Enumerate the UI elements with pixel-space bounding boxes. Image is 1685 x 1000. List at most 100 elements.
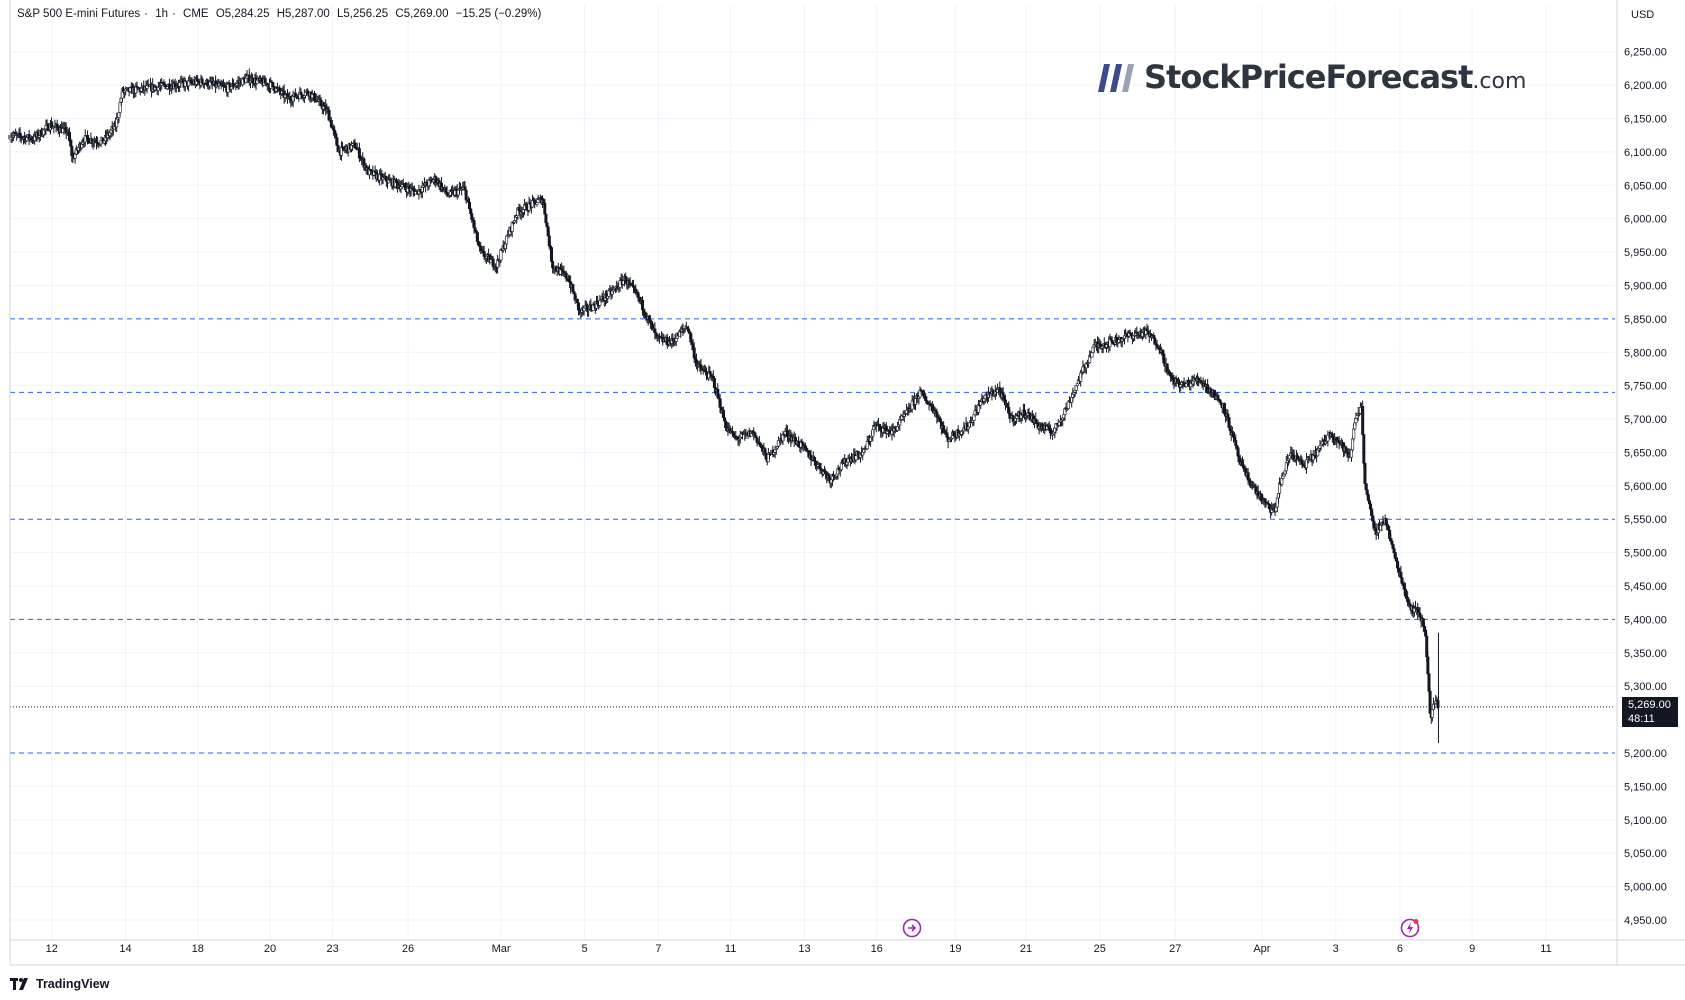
price-candle	[641, 299, 645, 311]
y-tick-label: 5,200.00	[1624, 748, 1667, 760]
y-tick-label: 5,400.00	[1624, 614, 1667, 626]
interval-label[interactable]: 1h	[155, 8, 168, 20]
y-tick-label: 5,350.00	[1624, 648, 1667, 660]
y-tick-label: 5,850.00	[1624, 314, 1667, 326]
x-tick-label: 13	[798, 943, 810, 955]
x-tick-label: 16	[871, 943, 883, 955]
price-candle	[1223, 403, 1227, 414]
price-candle	[1361, 406, 1365, 435]
change-value: −15.25 (−0.29%)	[455, 8, 542, 20]
price-candle	[1426, 656, 1430, 675]
y-tick-label: 5,100.00	[1624, 815, 1667, 827]
y-tick-label: 5,150.00	[1624, 781, 1667, 793]
symbol-header: S&P 500 E-mini Futures · 1h · CME O5,284.2…	[17, 8, 542, 20]
price-candle	[1231, 432, 1235, 438]
y-tick-label: 5,650.00	[1624, 447, 1667, 459]
x-tick-label: 26	[402, 943, 414, 955]
price-candle	[1363, 463, 1367, 484]
y-tick-label: 5,900.00	[1624, 280, 1667, 292]
price-candle	[329, 119, 333, 128]
brand-tld: .com	[1472, 69, 1527, 94]
close-value: C5,269.00	[395, 8, 449, 20]
x-tick-label: 9	[1469, 943, 1475, 955]
x-tick-label: 20	[264, 943, 276, 955]
horizontal-level-lines	[10, 318, 1615, 754]
y-tick-label: 6,150.00	[1624, 114, 1667, 126]
price-candle	[200, 78, 204, 84]
bar-countdown: 48:11	[1628, 713, 1655, 725]
price-candle	[1337, 440, 1341, 444]
economic-event-icon[interactable]	[902, 918, 922, 938]
grid-lines	[10, 5, 1615, 940]
price-candle	[1162, 353, 1166, 364]
last-price-value: 5,269.00	[1628, 699, 1671, 711]
x-tick-label: 18	[192, 943, 204, 955]
price-candle	[575, 298, 579, 304]
price-candle	[564, 272, 568, 279]
price-candle	[543, 202, 547, 215]
x-tick-label: 11	[1540, 943, 1551, 955]
price-candle	[1197, 377, 1201, 381]
axes: 6,250.00 6,200.00 6,150.00 6,100.00 6,050.00…	[9, 0, 1685, 966]
x-tick-label: Apr	[1253, 943, 1270, 955]
x-tick-label: 6	[1397, 943, 1403, 955]
price-candle	[1296, 455, 1300, 460]
y-tick-label: 5,450.00	[1624, 581, 1667, 593]
price-candle	[1392, 548, 1396, 553]
x-tick-label: 19	[949, 943, 961, 955]
price-candle	[505, 235, 509, 245]
y-tick-label: 4,950.00	[1624, 915, 1667, 927]
brand-name: StockPriceForecast	[1144, 58, 1473, 96]
y-tick-label: 6,200.00	[1624, 80, 1667, 92]
y-tick-label: 6,000.00	[1624, 214, 1667, 226]
x-tick-label: 21	[1020, 943, 1032, 955]
x-tick-label: 27	[1169, 943, 1181, 955]
price-candle	[335, 137, 339, 146]
high-value: H5,287.00	[276, 8, 330, 20]
x-tick-label: Mar	[492, 943, 511, 955]
watermark-logo: StockPriceForecast .com	[1098, 58, 1526, 102]
x-tick-label: 12	[46, 943, 58, 955]
symbol-name[interactable]: S&P 500 E-mini Futures	[17, 8, 141, 20]
y-tick-label: 6,050.00	[1624, 180, 1667, 192]
price-series	[8, 68, 1440, 743]
price-candle	[1090, 352, 1094, 358]
y-tick-label: 6,250.00	[1624, 47, 1667, 59]
y-tick-label: 5,750.00	[1624, 381, 1667, 393]
price-candle	[648, 319, 652, 323]
open-value: O5,284.25	[215, 8, 270, 20]
y-tick-label: 5,300.00	[1624, 681, 1667, 693]
tradingview-logo[interactable]: TradingView	[10, 977, 109, 991]
tradingview-icon	[10, 978, 28, 990]
price-candle	[966, 426, 970, 430]
price-candle	[1362, 434, 1366, 464]
price-candle	[1430, 709, 1434, 718]
last-price-badge: 5,269.00 48:11	[1622, 697, 1678, 727]
y-tick-label: 6,100.00	[1624, 147, 1667, 159]
x-tick-label: 14	[119, 943, 131, 955]
price-candle	[818, 462, 822, 470]
x-tick-label: 3	[1333, 943, 1339, 955]
price-candle	[1001, 393, 1005, 397]
price-candle	[271, 82, 275, 87]
x-tick-label: 7	[655, 943, 661, 955]
y-tick-label: 5,800.00	[1624, 347, 1667, 359]
price-candle	[464, 189, 468, 201]
price-candle	[1281, 475, 1285, 479]
exchange-label: CME	[183, 8, 209, 20]
tradingview-label: TradingView	[36, 977, 110, 991]
y-tick-label: 5,500.00	[1624, 548, 1667, 560]
price-candle	[544, 213, 548, 224]
y-tick-label: 5,550.00	[1624, 514, 1667, 526]
x-tick-label: 25	[1094, 943, 1106, 955]
y-tick-label: 5,950.00	[1624, 247, 1667, 259]
x-tick-label: 11	[725, 943, 736, 955]
lightning-event-icon[interactable]	[1400, 918, 1420, 938]
currency-button[interactable]: USD	[1631, 9, 1655, 21]
y-tick-label: 5,600.00	[1624, 481, 1667, 493]
brand-logo-icon	[1098, 64, 1134, 92]
y-tick-label: 5,000.00	[1624, 882, 1667, 894]
x-tick-label: 5	[582, 943, 588, 955]
y-tick-label: 5,050.00	[1624, 848, 1667, 860]
